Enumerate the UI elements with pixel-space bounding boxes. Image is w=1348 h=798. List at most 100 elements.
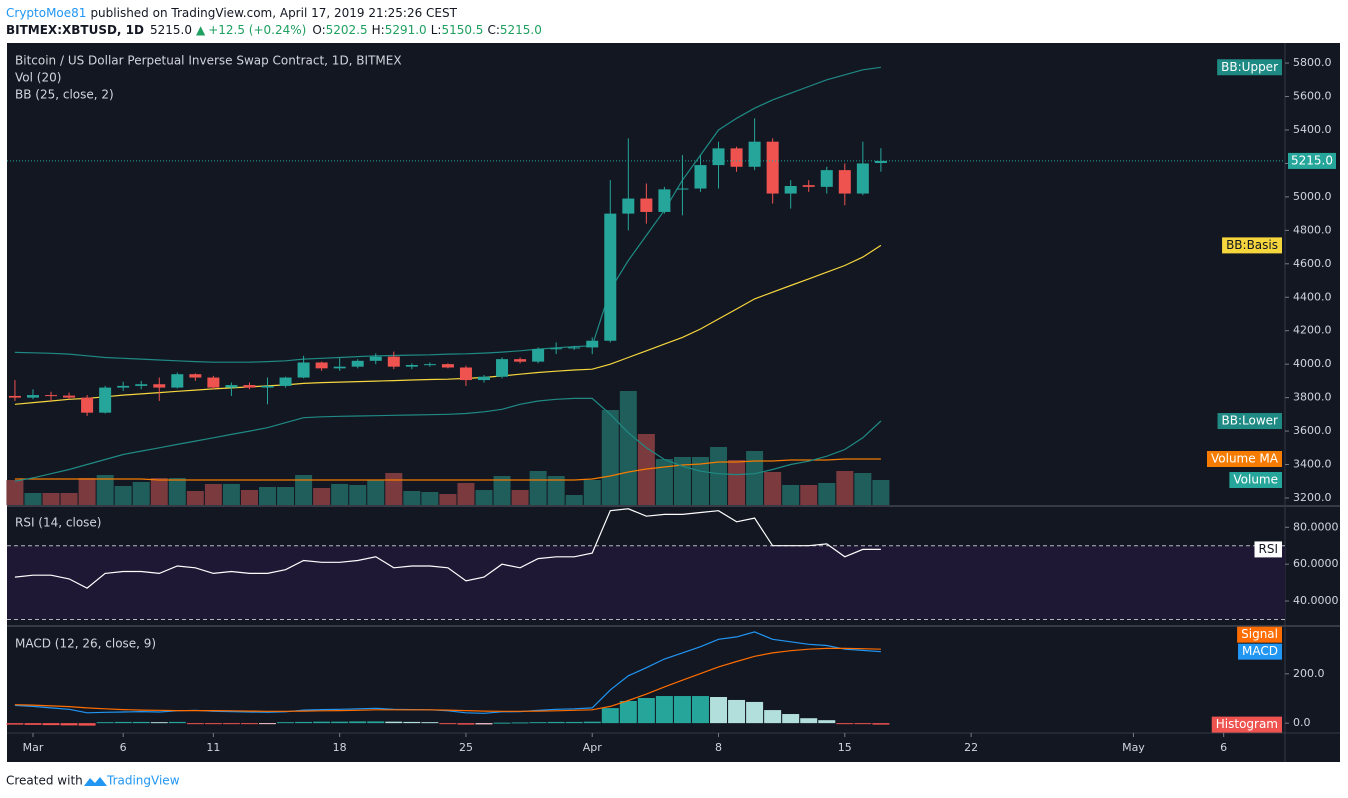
x-tick-label: 15	[838, 741, 852, 754]
histogram-bar	[583, 721, 601, 724]
candle-body	[874, 160, 887, 164]
author[interactable]: CryptoMoe81	[6, 6, 86, 20]
bb-line	[14, 66, 881, 363]
y-tick-label: 5000.0	[1293, 190, 1332, 203]
histogram-bar	[78, 723, 96, 726]
histogram-bar	[331, 721, 349, 724]
candle-body	[423, 364, 436, 366]
candle-body	[622, 198, 635, 214]
candle-body	[279, 377, 292, 386]
series-tag-label: MACD	[1242, 644, 1278, 658]
histogram-bar	[6, 723, 24, 725]
volume-bar	[78, 478, 96, 505]
candle-body	[676, 188, 689, 190]
volume-bar	[457, 483, 475, 505]
volume-bar	[186, 491, 204, 505]
series-tag	[1229, 472, 1282, 488]
y-tick-label: 200.0	[1293, 667, 1325, 680]
series-tag-label: RSI	[1259, 542, 1279, 556]
histogram-bar	[439, 723, 457, 725]
x-tick-label: Mar	[23, 741, 44, 754]
ohlc-label: H:	[372, 23, 385, 37]
volume-bar	[367, 480, 385, 505]
y-tick-label: 60.0000	[1293, 557, 1339, 570]
volume-bar	[565, 495, 583, 505]
series-tag	[1237, 626, 1282, 643]
volume-bar	[655, 459, 673, 505]
volume-bar	[114, 486, 132, 505]
brand-logo	[84, 777, 107, 786]
macd-line	[14, 647, 881, 712]
volume-bar	[331, 484, 349, 505]
volume-bar	[96, 475, 114, 505]
y-tick-label: 4600.0	[1293, 257, 1332, 270]
histogram-bar	[836, 723, 854, 725]
volume-bar	[6, 480, 24, 505]
volume-bar	[601, 410, 619, 505]
footer-brand[interactable]: TradingView	[106, 774, 180, 788]
histogram-bar	[168, 721, 186, 724]
y-tick-label: 4000.0	[1293, 357, 1332, 370]
candle-body	[658, 189, 671, 212]
volume-bar	[277, 487, 295, 505]
y-tick-label: 3400.0	[1293, 458, 1332, 471]
candle-body	[856, 163, 869, 194]
series-tag	[1206, 451, 1282, 467]
publish-line: CryptoMoe81 published on TradingView.com,…	[6, 6, 458, 20]
volume-bar	[349, 485, 367, 505]
series-tag-label: BB:Upper	[1221, 60, 1278, 74]
candle-body	[802, 185, 815, 187]
symbol-line: BITMEX:XBTUSD, 1D 5215.0 ▲ +12.5 (+0.24%) O:…	[6, 23, 542, 37]
histogram-bar	[691, 696, 709, 724]
series-tag	[1217, 413, 1282, 430]
histogram-bar	[782, 714, 800, 724]
candle-body	[405, 364, 418, 367]
histogram-bar	[565, 721, 583, 724]
histogram-bar	[259, 723, 277, 725]
histogram-bar	[475, 723, 493, 725]
volume-bar	[511, 490, 529, 505]
x-tick-label: 8	[715, 741, 722, 754]
histogram-bar	[818, 720, 836, 724]
histogram-bar	[746, 701, 764, 724]
volume-bar	[818, 483, 836, 505]
histogram-bar	[764, 710, 782, 724]
volume-bar	[168, 478, 186, 505]
histogram-bar	[547, 721, 565, 724]
histogram-bar	[349, 721, 367, 724]
volume-bar	[764, 472, 782, 505]
volume-bar	[746, 451, 764, 505]
volume-bar	[872, 480, 890, 505]
histogram-bar	[403, 721, 421, 724]
ohlc-value: 5202.5	[326, 23, 368, 37]
chart-background	[7, 43, 1340, 762]
series-tag-label: BB:Lower	[1222, 414, 1279, 428]
candle-body	[586, 340, 599, 348]
candle-body	[261, 385, 274, 388]
histogram-bar	[710, 697, 728, 724]
pane-title: Bitcoin / US Dollar Perpetual Inverse Sw…	[15, 54, 402, 68]
histogram-bar	[204, 723, 222, 725]
y-tick-label: 4200.0	[1293, 324, 1332, 337]
ohlc-label: L:	[431, 23, 442, 37]
candle-body	[135, 384, 148, 386]
volume-bar	[673, 457, 691, 505]
candle-body	[496, 359, 509, 377]
candle-body	[459, 367, 472, 381]
candle-body	[838, 170, 851, 194]
volume-bar	[421, 492, 439, 505]
series-tag-label: Signal	[1241, 627, 1278, 641]
histogram-bar	[240, 723, 258, 725]
y-tick-label: 3800.0	[1293, 391, 1332, 404]
y-tick-label: 4800.0	[1293, 223, 1332, 236]
last-price-label: 5215.0	[1291, 153, 1333, 167]
candle-body	[748, 141, 761, 167]
histogram-bar	[385, 721, 403, 724]
x-tick-label: 6	[120, 741, 127, 754]
candle-body	[297, 362, 310, 378]
series-tag	[1222, 237, 1282, 254]
candle-body	[63, 395, 76, 398]
tag-layer: 5215.0 BB:Upper BB:Basis BB:Lower Volume MA V…	[1206, 59, 1336, 733]
volume-bar	[583, 480, 601, 505]
